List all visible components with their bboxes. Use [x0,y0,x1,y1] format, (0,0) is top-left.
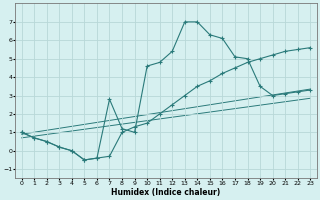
X-axis label: Humidex (Indice chaleur): Humidex (Indice chaleur) [111,188,220,197]
